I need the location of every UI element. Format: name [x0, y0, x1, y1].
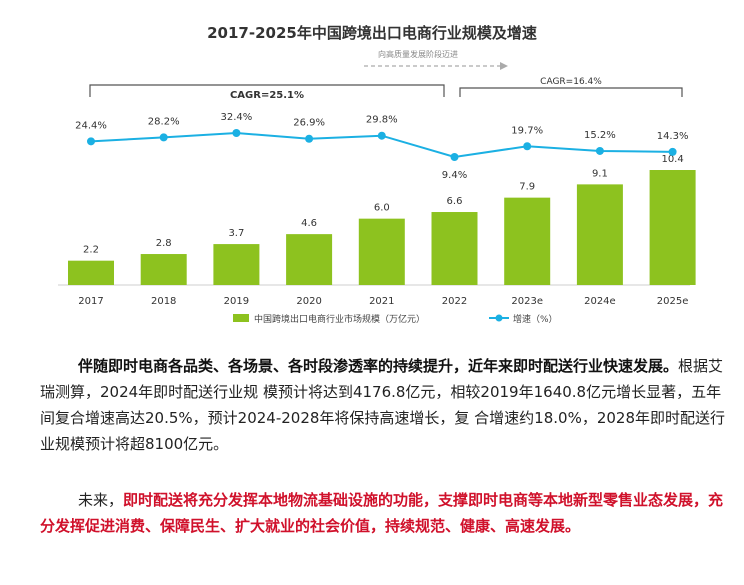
growth-label-2025e: 14.3% — [657, 131, 689, 142]
growth-label-2022: 9.4% — [442, 170, 467, 181]
bar-line-chart: 2017-2025年中国跨境出口电商行业规模及增速 CAGR=25.1% CAG… — [58, 24, 696, 325]
x-tick-2022: 2022 — [442, 296, 467, 307]
growth-point-2025e — [668, 147, 677, 156]
bar-2025e — [649, 170, 696, 285]
cagr-label-1: CAGR=25.1% — [230, 90, 304, 101]
growth-point-2017 — [87, 137, 95, 146]
paragraph-2: 未来，即时配送将充分发挥本地物流基础设施的功能，支撑即时电商等本地新型零售业态发… — [40, 487, 725, 539]
growth-line-series: 24.4% 28.2% 32.4% 26.9% 29.8% 9.4% 19.7% 15.2% 1… — [75, 112, 688, 181]
growth-label-2017: 24.4% — [75, 120, 107, 131]
paragraph-1-body: 根据艾瑞测算，2024年即时配送行业规 模预计将达到4176.8亿元，相较201… — [40, 357, 726, 453]
bar-value-label-2020: 4.6 — [301, 218, 317, 229]
bar-2019 — [213, 244, 260, 285]
chart-title: 2017-2025年中国跨境出口电商行业规模及增速 — [207, 24, 537, 42]
bar-value-label-2021: 6.0 — [374, 203, 390, 214]
paragraph-2-highlight: 即时配送将充分发挥本地物流基础设施的功能，支撑即时电商等本地新型零售业态发展，充… — [40, 491, 724, 535]
bar-2021 — [358, 218, 405, 285]
bar-2018 — [140, 254, 187, 285]
bar-2023e — [504, 197, 551, 285]
bar-value-label-2022: 6.6 — [447, 196, 463, 207]
x-tick-2018: 2018 — [151, 296, 176, 307]
bar-series: 2.2 2.8 3.7 4.6 6.0 6.6 7.9 9.1 10.4 — [68, 154, 696, 285]
paragraph-1: 伴随即时电商各品类、各场景、各时段渗透率的持续提升，近年来即时配送行业快速发展。… — [40, 353, 725, 457]
growth-label-2020: 26.9% — [293, 118, 325, 129]
x-tick-2017: 2017 — [78, 296, 103, 307]
legend-line-marker — [495, 314, 503, 322]
growth-point-2021 — [377, 131, 386, 140]
growth-point-2022 — [450, 153, 459, 161]
growth-point-2019 — [232, 129, 241, 137]
bar-value-label-2024e: 9.1 — [592, 168, 608, 179]
paragraph-2-intro: 未来， — [78, 491, 124, 509]
growth-label-2023e: 19.7% — [511, 125, 543, 136]
bar-value-label-2025e: 10.4 — [661, 154, 683, 165]
growth-point-2020 — [305, 134, 314, 143]
cagr-label-2: CAGR=16.4% — [540, 77, 602, 87]
bar-value-label-2023e: 7.9 — [519, 182, 535, 193]
growth-label-2021: 29.8% — [366, 115, 398, 126]
x-tick-2023e: 2023e — [511, 296, 543, 307]
bar-2022 — [431, 212, 478, 285]
x-tick-2025e: 2025e — [657, 296, 689, 307]
x-tick-labels: 2017 2018 2019 2020 2021 2022 2023e 2024e 2025e — [78, 296, 688, 307]
bar-value-label-2019: 3.7 — [228, 228, 244, 239]
legend: 中国跨境出口电商行业市场规模（万亿元） 增速（%） — [233, 313, 558, 325]
growth-label-2024e: 15.2% — [584, 130, 616, 141]
cagr-bracket-1: CAGR=25.1% — [89, 84, 445, 101]
x-tick-2019: 2019 — [224, 296, 249, 307]
phase-label: 向高质量发展阶段迈进 — [378, 49, 458, 59]
bar-2024e — [576, 184, 623, 285]
x-tick-2021: 2021 — [369, 296, 394, 307]
bar-2017 — [68, 260, 114, 285]
x-tick-2024e: 2024e — [584, 296, 616, 307]
bar-2020 — [286, 234, 333, 285]
growth-label-2019: 32.4% — [221, 112, 253, 123]
growth-label-2018: 28.2% — [148, 116, 180, 127]
bar-value-label-2017: 2.2 — [83, 245, 99, 256]
growth-point-2023e — [523, 142, 532, 151]
legend-bar-label: 中国跨境出口电商行业市场规模（万亿元） — [254, 313, 425, 325]
growth-point-2018 — [159, 133, 168, 142]
phase-arrow: 向高质量发展阶段迈进 — [364, 49, 508, 70]
growth-point-2024e — [595, 146, 604, 155]
x-tick-2020: 2020 — [296, 296, 321, 307]
cagr-bracket-2: CAGR=16.4% — [459, 77, 683, 97]
bar-value-label-2018: 2.8 — [156, 238, 172, 249]
legend-bar-swatch — [233, 314, 249, 322]
legend-line-label: 增速（%） — [513, 313, 558, 325]
paragraph-1-bold: 伴随即时电商各品类、各场景、各时段渗透率的持续提升，近年来即时配送行业快速发展。 — [78, 357, 679, 375]
